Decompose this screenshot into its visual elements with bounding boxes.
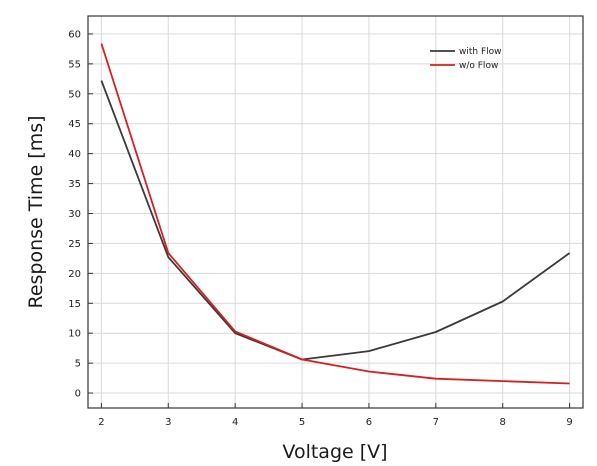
y-tick-label: 55 bbox=[68, 59, 81, 70]
x-tick-label: 8 bbox=[500, 417, 506, 428]
legend: with Flow w/o Flow bbox=[430, 47, 502, 71]
x-tick-label: 4 bbox=[232, 417, 238, 428]
grid bbox=[88, 16, 583, 408]
x-axis-label: Voltage [V] bbox=[282, 441, 387, 463]
y-tick-label: 5 bbox=[75, 359, 81, 370]
y-tick-label: 20 bbox=[68, 269, 81, 280]
x-tick-label: 2 bbox=[98, 417, 104, 428]
y-tick-label: 60 bbox=[68, 29, 81, 40]
x-tick-label: 9 bbox=[566, 417, 572, 428]
y-tick-label: 35 bbox=[68, 179, 81, 190]
plot-frame bbox=[87, 15, 584, 409]
y-tick-label: 0 bbox=[75, 389, 81, 400]
legend-label: w/o Flow bbox=[459, 61, 498, 71]
y-tick-label: 10 bbox=[68, 329, 81, 340]
x-tick-label: 6 bbox=[366, 417, 372, 428]
y-axis-label: Response Time [ms] bbox=[25, 115, 47, 308]
y-tick-label: 50 bbox=[68, 89, 81, 100]
y-tick-label: 25 bbox=[68, 239, 81, 250]
series-lines bbox=[100, 43, 571, 385]
x-tick-label: 5 bbox=[299, 417, 305, 428]
legend-label: with Flow bbox=[459, 47, 502, 57]
series-line-2 bbox=[100, 43, 570, 385]
y-tick-label: 15 bbox=[68, 299, 81, 310]
y-tick-label: 40 bbox=[68, 149, 81, 160]
x-tick-label: 3 bbox=[165, 417, 171, 428]
y-tick-label: 45 bbox=[68, 119, 81, 130]
x-tick-label: 7 bbox=[433, 417, 439, 428]
y-tick-label: 30 bbox=[68, 209, 81, 220]
series-line-1 bbox=[100, 80, 571, 361]
